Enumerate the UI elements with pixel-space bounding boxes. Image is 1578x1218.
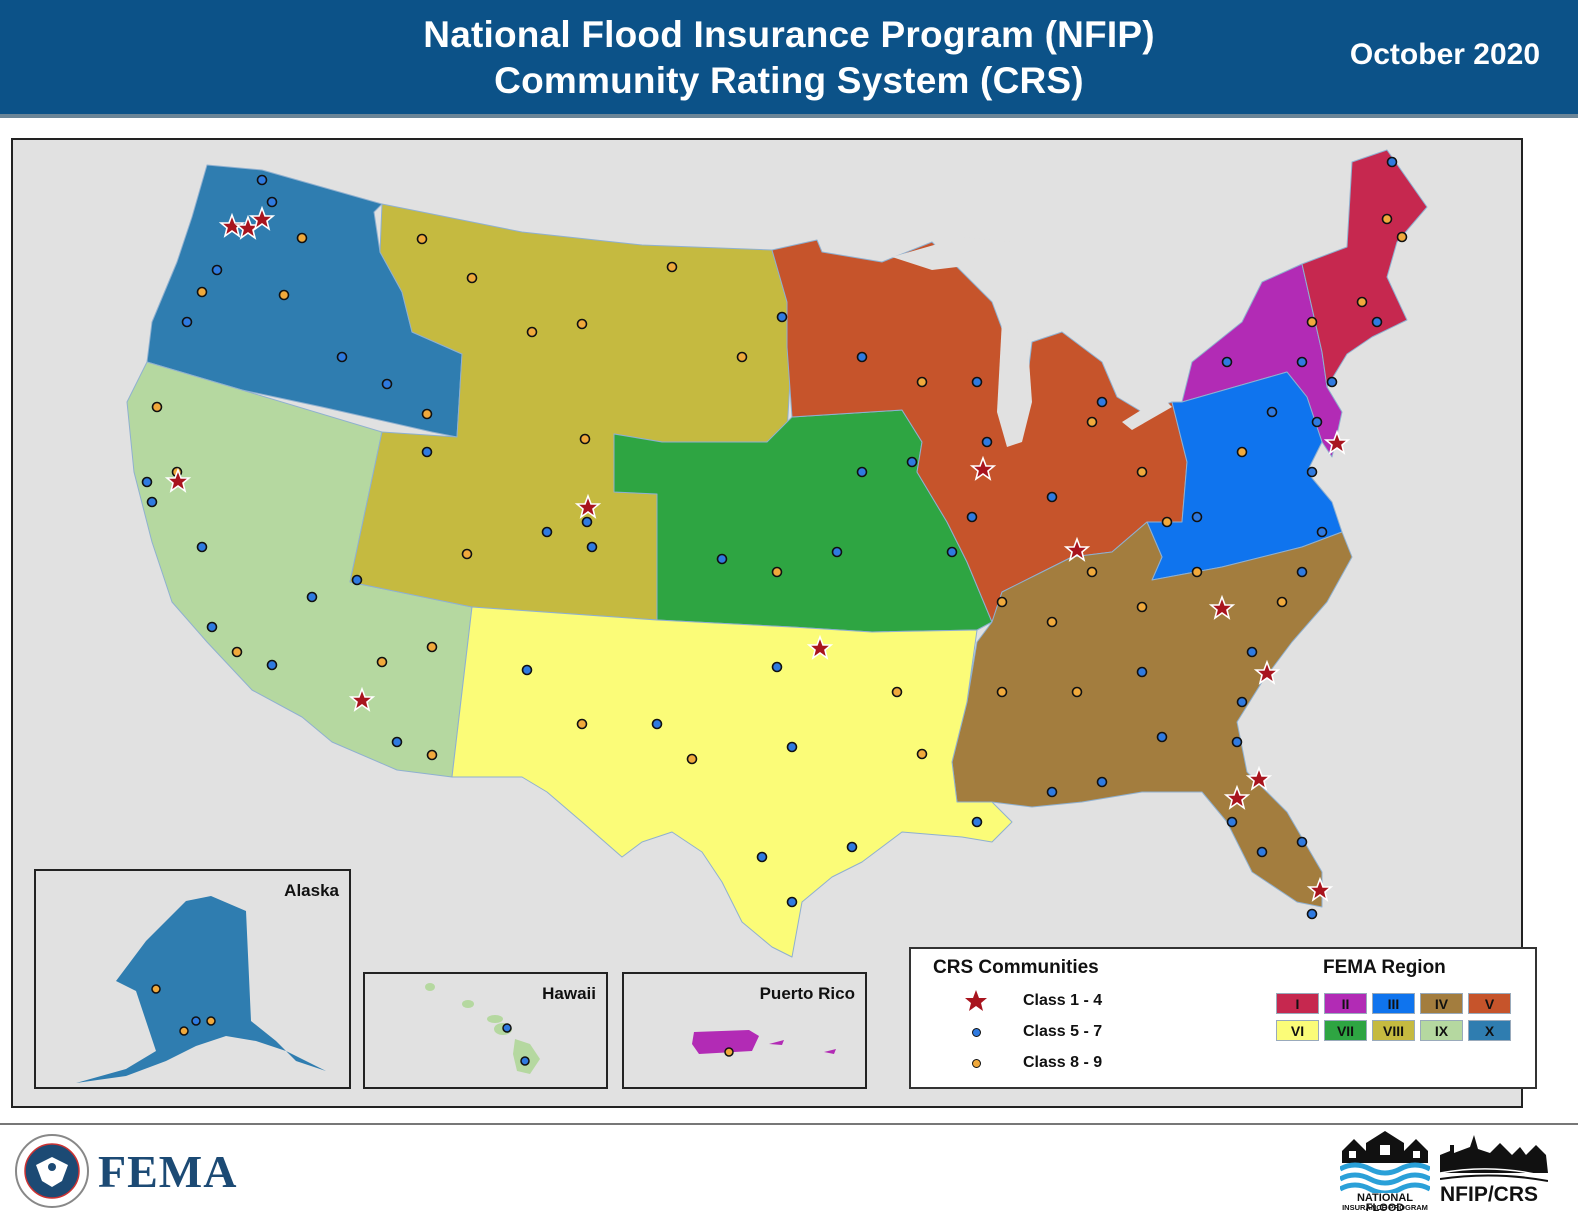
nfip-crs-skyline-logo-icon — [1440, 1135, 1548, 1182]
conus-map[interactable] — [13, 140, 1525, 1110]
region-swatch-viii: VIII — [1372, 1020, 1415, 1041]
title-line-1: National Flood Insurance Program (NFIP) — [423, 14, 1155, 55]
star-icon — [951, 989, 1001, 1013]
region-swatches: I II III IV V VI VII VIII IX X — [1276, 993, 1511, 1041]
blue-circle-icon — [971, 1027, 981, 1037]
legend-class-8-9: Class 8 - 9 — [951, 1051, 1102, 1075]
footer: FEMA NATIONAL FLOOD INSURANCE PROGRAM NF… — [0, 1123, 1578, 1218]
title-line-2: Community Rating System (CRS) — [494, 60, 1084, 101]
orange-circle-icon — [971, 1058, 981, 1068]
dhs-seal-icon — [15, 1134, 89, 1208]
map-date: October 2020 — [1349, 38, 1540, 71]
puerto-rico-label: Puerto Rico — [759, 984, 855, 1003]
alaska-map — [76, 896, 326, 1083]
region-swatch-iv: IV — [1420, 993, 1463, 1014]
map-title: National Flood Insurance Program (NFIP) … — [0, 12, 1578, 104]
region-swatch-vi: VI — [1276, 1020, 1319, 1041]
fema-wordmark: FEMA — [98, 1146, 238, 1197]
hawaii-map — [425, 983, 540, 1074]
nfip-houses-logo-icon — [1340, 1131, 1430, 1193]
legend-class-5-7: Class 5 - 7 — [951, 1020, 1102, 1044]
inset-puerto-rico[interactable]: Puerto Rico — [622, 972, 867, 1089]
legend-class-1-4: Class 1 - 4 — [951, 989, 1102, 1013]
lake-superior — [892, 237, 1012, 270]
class-1-4-stars — [164, 205, 1351, 902]
nfip-crs-label: NFIP/CRS — [1440, 1183, 1539, 1206]
nfip-logo-line-2: INSURANCE PROGRAM — [1342, 1203, 1428, 1212]
region-swatch-x: X — [1468, 1020, 1511, 1041]
inset-alaska[interactable]: Alaska — [34, 869, 351, 1089]
alaska-label: Alaska — [284, 881, 339, 900]
region-swatch-i: I — [1276, 993, 1319, 1014]
header-banner: National Flood Insurance Program (NFIP) … — [0, 0, 1578, 118]
lake-michigan — [997, 302, 1032, 447]
map-frame[interactable]: Alaska Hawaii Puerto Rico CRS Communitie… — [11, 138, 1537, 1110]
lake-erie — [1122, 397, 1172, 430]
inset-hawaii[interactable]: Hawaii — [363, 972, 608, 1089]
hawaii-label: Hawaii — [542, 984, 596, 1003]
region-swatch-ix: IX — [1420, 1020, 1463, 1041]
community-markers — [141, 156, 1408, 920]
region-swatch-vii: VII — [1324, 1020, 1367, 1041]
region-vi — [451, 606, 1013, 958]
region-swatch-v: V — [1468, 993, 1511, 1014]
fema-region-title: FEMA Region — [1323, 957, 1446, 978]
legend: CRS Communities Class 1 - 4 Class 5 - 7 … — [909, 947, 1537, 1089]
region-swatch-ii: II — [1324, 993, 1367, 1014]
region-swatch-iii: III — [1372, 993, 1415, 1014]
region-i — [1301, 149, 1428, 388]
puerto-rico-map — [692, 1030, 836, 1057]
crs-communities-title: CRS Communities — [933, 957, 1099, 978]
nfip-logo-line-1: NATIONAL FLOOD — [1356, 1192, 1413, 1214]
